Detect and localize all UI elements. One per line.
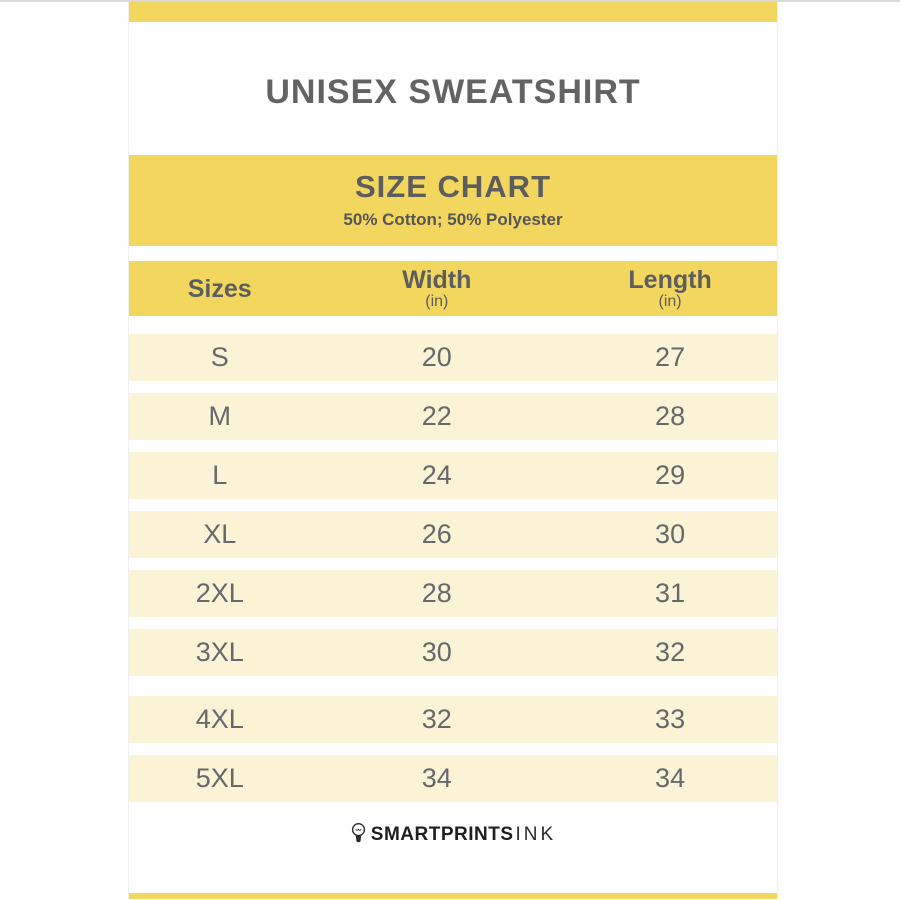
width-unit-label: (in) bbox=[425, 292, 449, 310]
table-row: 5XL 34 34 bbox=[129, 755, 777, 802]
length-cell: 34 bbox=[655, 763, 686, 793]
sizes-column-label: Sizes bbox=[187, 274, 252, 303]
width-cell: 20 bbox=[421, 342, 452, 372]
top-accent-bar bbox=[129, 2, 777, 22]
width-cell: 30 bbox=[421, 637, 452, 667]
size-table-body: S 20 27 M 22 28 L 24 29 XL 26 30 2XL 28 … bbox=[129, 334, 777, 802]
size-cell: 2XL bbox=[195, 578, 244, 608]
page-title: UNISEX SWEATSHIRT bbox=[265, 73, 641, 111]
bottom-accent-bar bbox=[129, 893, 777, 899]
table-header-row: Sizes Width (in) Length (in) bbox=[129, 261, 777, 316]
size-cell: S bbox=[210, 342, 229, 372]
size-cell: M bbox=[208, 401, 231, 431]
size-chart-card: UNISEX SWEATSHIRT SIZE CHART 50% Cotton;… bbox=[128, 2, 778, 899]
lightbulb-icon bbox=[350, 822, 367, 849]
table-row: S 20 27 bbox=[129, 334, 777, 381]
size-chart-header-block: SIZE CHART 50% Cotton; 50% Polyester bbox=[129, 155, 777, 246]
brand-name-light: INK bbox=[515, 823, 557, 845]
fabric-composition-text: 50% Cotton; 50% Polyester bbox=[343, 210, 563, 229]
column-header-length: Length (in) bbox=[563, 267, 777, 311]
length-cell: 28 bbox=[655, 401, 686, 431]
table-row: XL 26 30 bbox=[129, 511, 777, 558]
length-cell: 32 bbox=[655, 637, 686, 667]
brand-name-bold: SMARTPRINTS bbox=[370, 823, 514, 845]
width-column-label: Width bbox=[402, 265, 472, 294]
brand-footer: SMARTPRINTS INK bbox=[129, 820, 777, 849]
size-cell: L bbox=[212, 460, 228, 490]
length-unit-label: (in) bbox=[658, 292, 682, 310]
length-cell: 27 bbox=[655, 342, 686, 372]
length-cell: 30 bbox=[655, 519, 686, 549]
column-header-width: Width (in) bbox=[310, 267, 563, 311]
width-cell: 26 bbox=[421, 519, 452, 549]
size-cell: 3XL bbox=[195, 637, 244, 667]
size-cell: 5XL bbox=[195, 763, 244, 793]
width-cell: 24 bbox=[421, 460, 452, 490]
size-cell: 4XL bbox=[195, 704, 244, 734]
table-row: L 24 29 bbox=[129, 452, 777, 499]
length-cell: 29 bbox=[655, 460, 686, 490]
table-row: 3XL 30 32 bbox=[129, 629, 777, 676]
top-hairline bbox=[0, 0, 900, 2]
table-row: 4XL 32 33 bbox=[129, 696, 777, 743]
table-row: 2XL 28 31 bbox=[129, 570, 777, 617]
width-cell: 34 bbox=[421, 763, 452, 793]
size-chart-heading: SIZE CHART bbox=[355, 169, 551, 204]
length-cell: 31 bbox=[655, 578, 686, 608]
size-cell: XL bbox=[203, 519, 237, 549]
width-cell: 22 bbox=[421, 401, 452, 431]
column-header-sizes: Sizes bbox=[129, 276, 310, 302]
length-column-label: Length bbox=[628, 265, 712, 294]
length-cell: 33 bbox=[655, 704, 686, 734]
width-cell: 28 bbox=[421, 578, 452, 608]
table-row: M 22 28 bbox=[129, 393, 777, 440]
width-cell: 32 bbox=[421, 704, 452, 734]
